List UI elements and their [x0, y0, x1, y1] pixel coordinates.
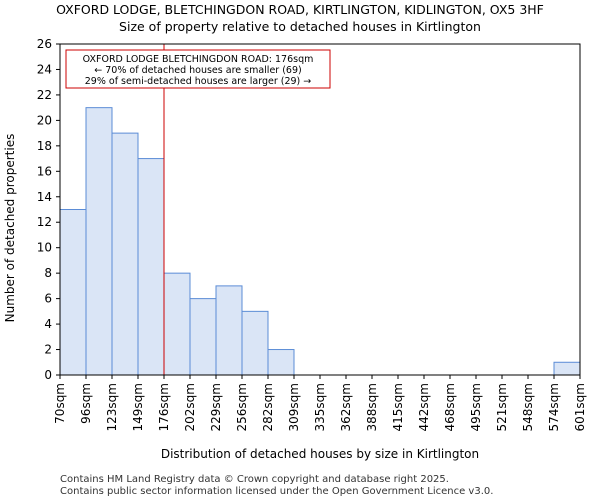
bars: [59, 107, 581, 376]
annotation-line-smaller: ← 70% of detached houses are smaller (69…: [94, 65, 301, 76]
x-tick-label-123sqm: 123sqm: [105, 383, 119, 431]
x-tick-label-70sqm: 70sqm: [53, 383, 67, 424]
y-tick-label-6: 6: [44, 292, 52, 306]
annotation-line-property: OXFORD LODGE BLETCHINGDON ROAD: 176sqm: [83, 54, 314, 65]
plot-frame: [59, 43, 581, 376]
y-tick-label-0: 0: [44, 368, 52, 382]
y-tick-label-4: 4: [44, 317, 52, 331]
y-tick-label-16: 16: [37, 164, 52, 178]
x-tick-label-256sqm: 256sqm: [235, 383, 249, 431]
x-tick-label-574sqm: 574sqm: [547, 383, 561, 431]
footer-line-land-registry: Contains HM Land Registry data © Crown c…: [60, 474, 449, 485]
y-axis-label: Number of detached properties: [3, 134, 17, 323]
y-tick-label-24: 24: [37, 62, 52, 76]
x-tick-label-442sqm: 442sqm: [417, 383, 431, 431]
y-tick-label-14: 14: [37, 190, 52, 204]
x-tick-label-149sqm: 149sqm: [131, 383, 145, 431]
y-tick-label-22: 22: [37, 88, 52, 102]
bar-176sqm: [163, 272, 191, 376]
bar-574sqm: [553, 361, 581, 376]
x-tick-label-362sqm: 362sqm: [339, 383, 353, 431]
y-tick-label-18: 18: [37, 139, 52, 153]
x-tick-label-388sqm: 388sqm: [365, 383, 379, 431]
x-tick-label-601sqm: 601sqm: [573, 383, 587, 431]
bar-282sqm: [267, 349, 295, 376]
bar-149sqm: [137, 158, 165, 376]
x-tick-label-229sqm: 229sqm: [209, 383, 223, 431]
x-axis-ticks: 70sqm 96sqm 123sqm 149sqm 176sqm 202sqm 229sqm…: [53, 375, 587, 431]
annotation-frame: [65, 49, 331, 89]
x-tick-label-202sqm: 202sqm: [183, 383, 197, 431]
x-tick-label-521sqm: 521sqm: [495, 383, 509, 431]
annotation-box: OXFORD LODGE BLETCHINGDON ROAD: 176sqm ←…: [65, 49, 331, 89]
y-tick-label-26: 26: [37, 37, 52, 51]
x-tick-label-415sqm: 415sqm: [391, 383, 405, 431]
bar-229sqm: [215, 285, 243, 376]
y-tick-label-2: 2: [44, 343, 52, 357]
bar-70sqm: [59, 209, 87, 376]
y-tick-label-20: 20: [37, 113, 52, 127]
bar-96sqm: [85, 107, 113, 376]
x-tick-label-495sqm: 495sqm: [469, 383, 483, 431]
bar-123sqm: [111, 132, 139, 376]
x-tick-label-309sqm: 309sqm: [287, 383, 301, 431]
bar-256sqm: [241, 310, 269, 376]
y-tick-label-8: 8: [44, 266, 52, 280]
footer-line-licence: Contains public sector information licen…: [60, 486, 493, 497]
chart-title: OXFORD LODGE, BLETCHINGDON ROAD, KIRTLIN…: [56, 2, 544, 17]
x-axis-label: Distribution of detached houses by size …: [161, 447, 479, 461]
x-tick-label-335sqm: 335sqm: [313, 383, 327, 431]
x-tick-label-282sqm: 282sqm: [261, 383, 275, 431]
x-tick-label-96sqm: 96sqm: [79, 383, 93, 424]
y-tick-label-10: 10: [37, 241, 52, 255]
annotation-line-larger: 29% of semi-detached houses are larger (…: [85, 76, 312, 87]
x-tick-label-176sqm: 176sqm: [157, 383, 171, 431]
x-tick-label-548sqm: 548sqm: [521, 383, 535, 431]
chart-subtitle: Size of property relative to detached ho…: [119, 19, 481, 34]
x-tick-label-468sqm: 468sqm: [443, 383, 457, 431]
bar-202sqm: [189, 298, 217, 376]
y-tick-label-12: 12: [37, 215, 52, 229]
